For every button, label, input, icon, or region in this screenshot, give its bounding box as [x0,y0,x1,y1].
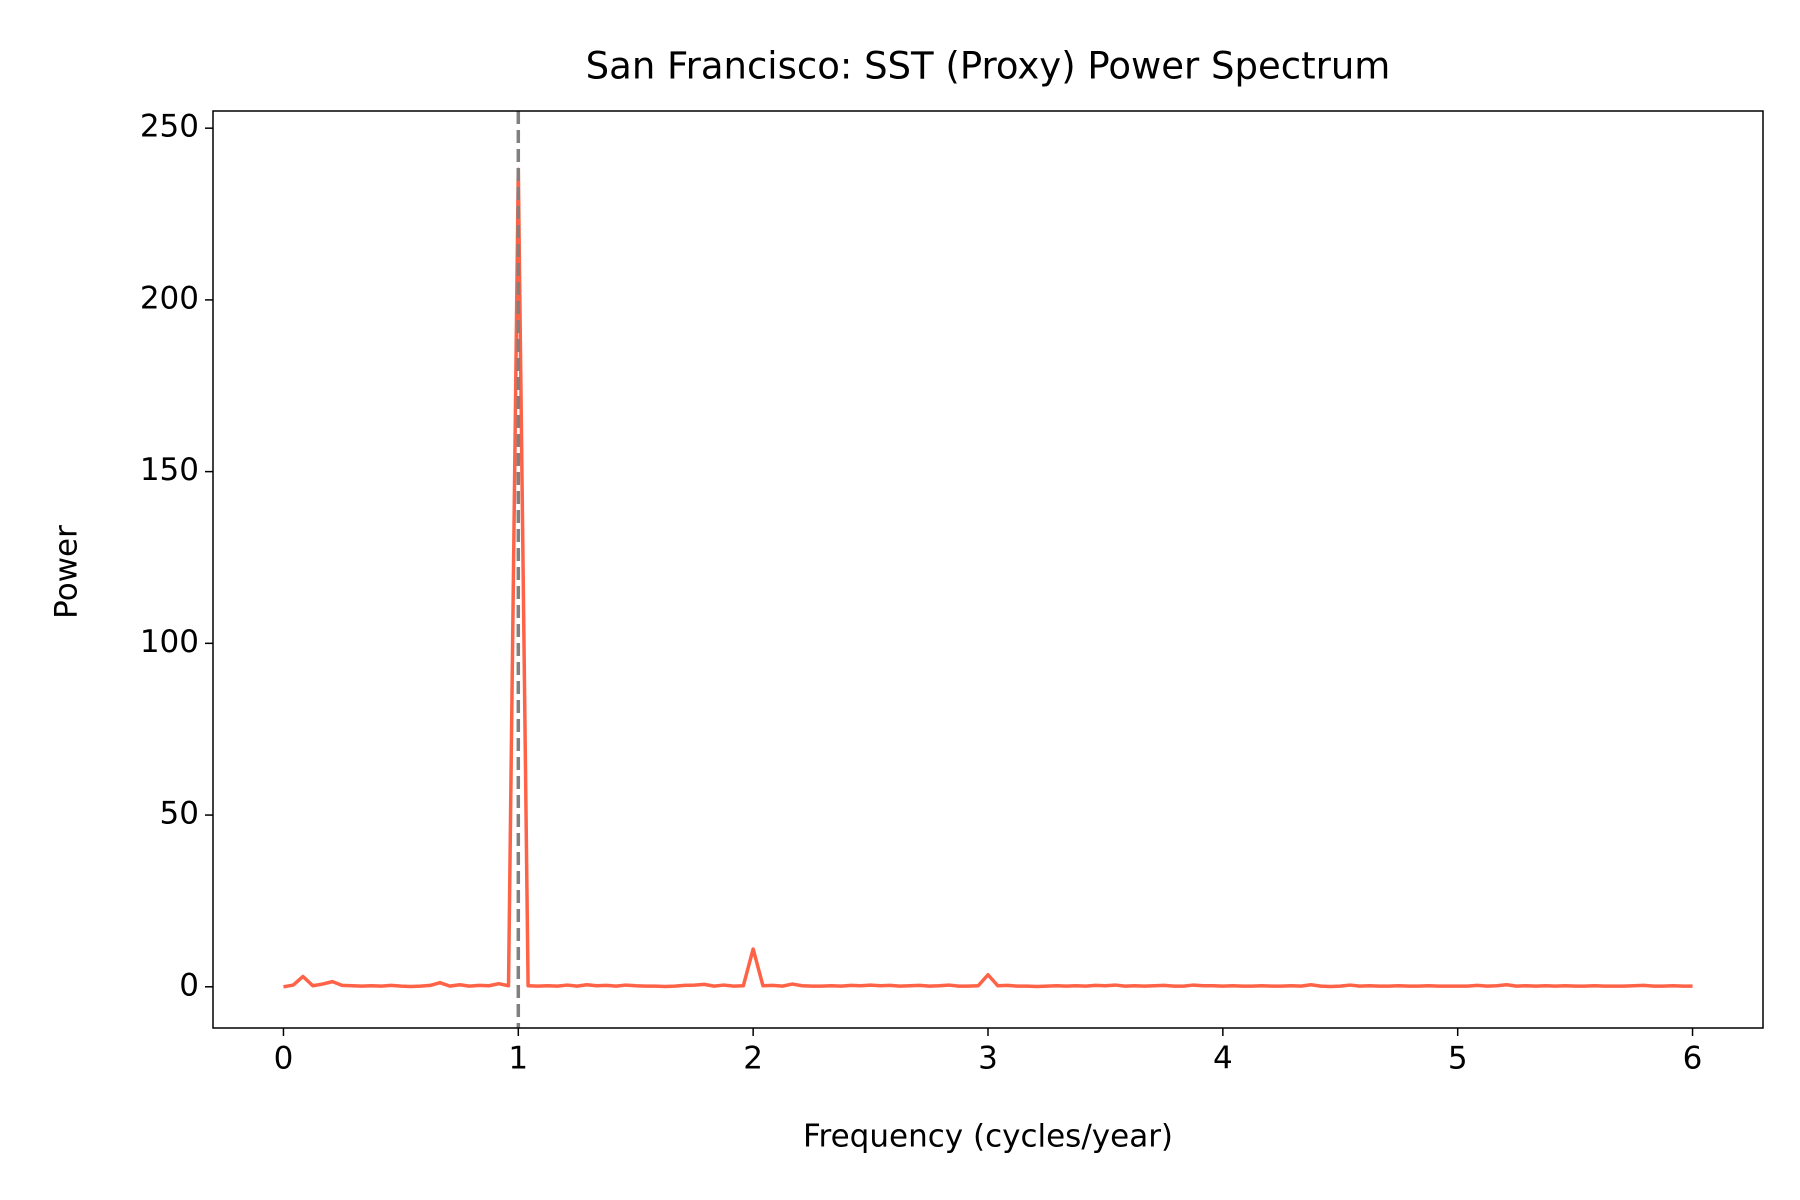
y-tick-label: 250 [140,109,199,145]
chart-title: San Francisco: SST (Proxy) Power Spectru… [586,45,1391,88]
x-tick-label: 0 [274,1041,294,1077]
x-tick-label: 6 [1683,1041,1703,1077]
y-axis-label: Power [49,525,85,619]
y-tick-label: 150 [140,452,199,488]
x-tick-label: 5 [1448,1041,1468,1077]
x-tick-label: 4 [1213,1041,1233,1077]
x-tick-label: 3 [978,1041,998,1077]
plot-frame [212,110,1764,1029]
x-axis-label: Frequency (cycles/year) [803,1119,1173,1155]
y-tick-label: 100 [140,624,199,660]
y-tick-label: 0 [179,967,199,1003]
y-tick-label: 200 [140,280,199,316]
y-tick-label: 50 [160,796,199,832]
x-tick-label: 2 [743,1041,763,1077]
x-tick-label: 1 [508,1041,528,1077]
